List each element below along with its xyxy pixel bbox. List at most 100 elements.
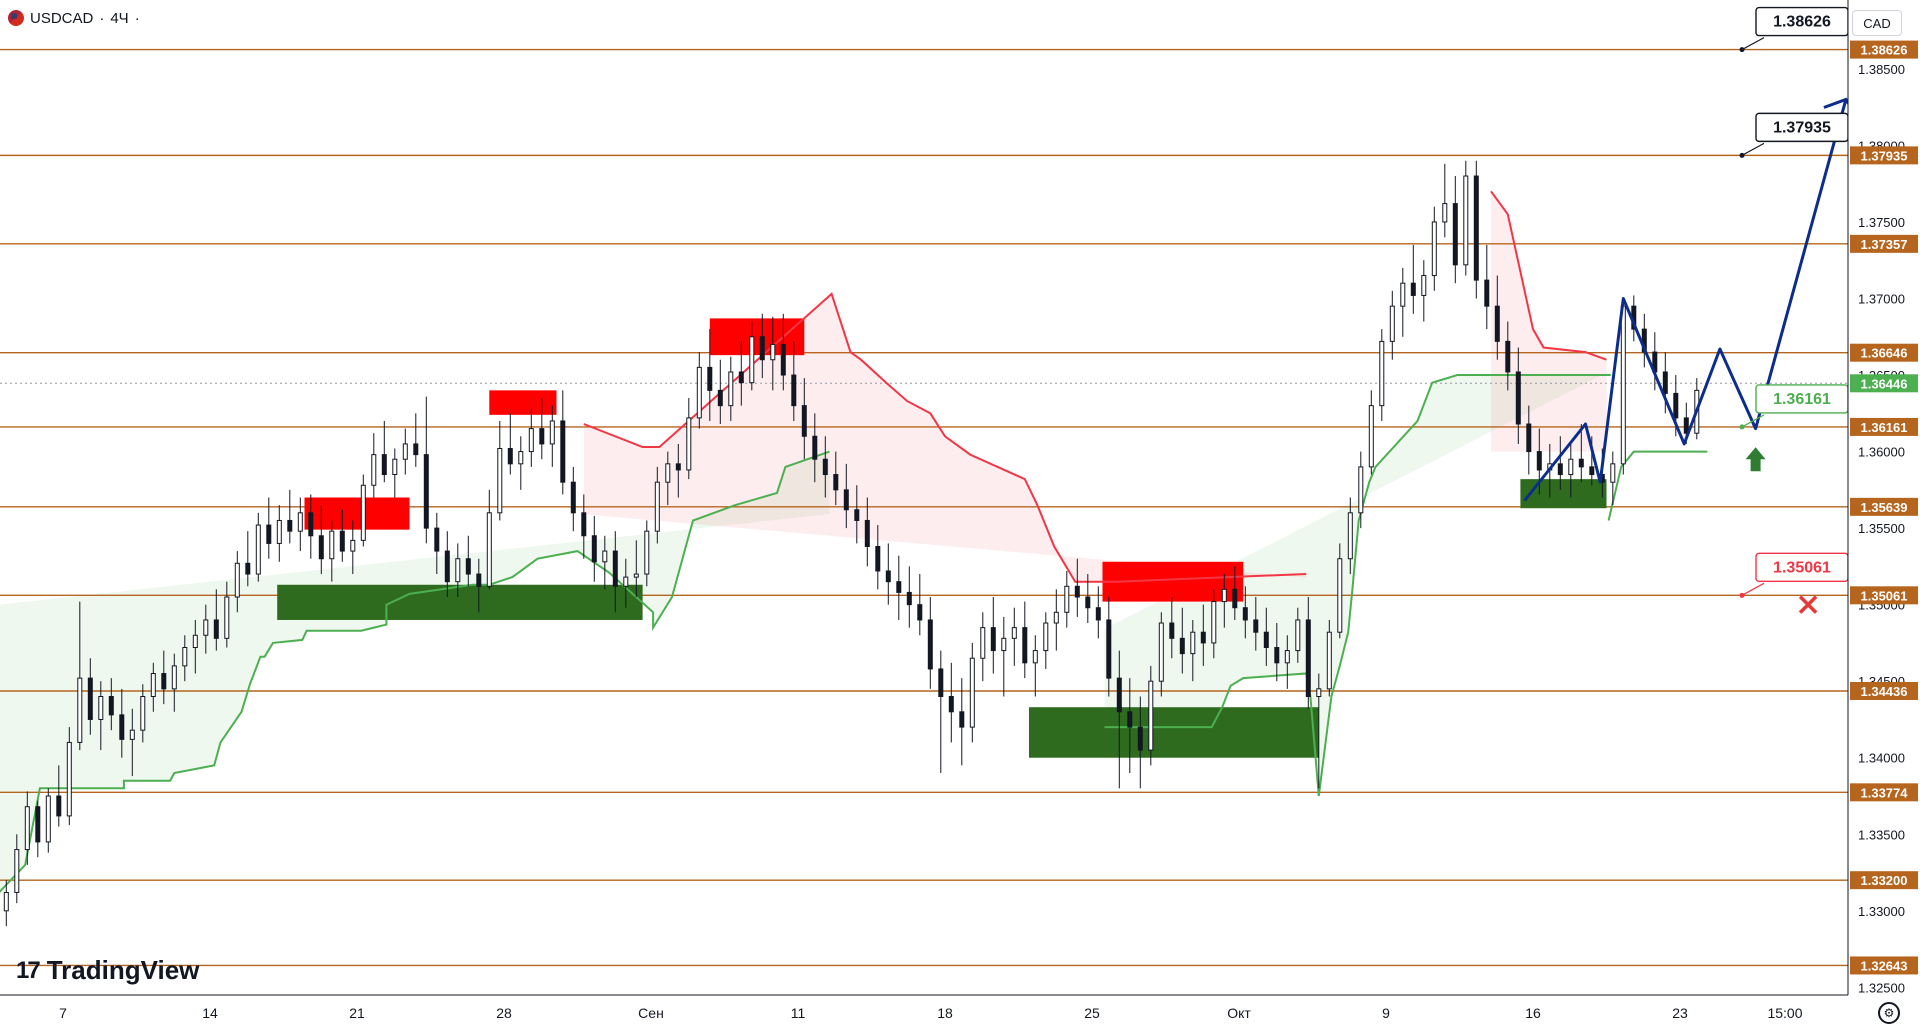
interval-label[interactable]: 4Ч: [110, 9, 129, 27]
candle-body-18: [192, 634, 198, 649]
candle-body-120: [1263, 631, 1269, 649]
candle-body-86: [906, 591, 912, 606]
candle-body-13: [140, 696, 146, 731]
target-dot-0: [1739, 47, 1745, 53]
candle-body-130: [1368, 405, 1374, 468]
candle-body-38: [402, 443, 408, 460]
candle-body-134: [1410, 282, 1416, 296]
candle-body-61: [644, 530, 650, 575]
candle-body-96: [1011, 627, 1017, 639]
candle-body-28: [297, 512, 303, 532]
x-tick-3: 28: [496, 1005, 512, 1021]
gear-icon[interactable]: ⚙: [1878, 1002, 1900, 1024]
x-tick-4: Сен: [638, 1005, 664, 1021]
candle-body-52: [549, 420, 555, 445]
tradingview-logo[interactable]: 17 TradingView: [16, 955, 199, 986]
candle-body-154: [1620, 305, 1626, 465]
candle-body-15: [161, 673, 167, 690]
candle-body-71: [749, 336, 755, 384]
candle-body-138: [1452, 203, 1458, 266]
candle-body-140: [1473, 175, 1479, 281]
candle-body-47: [497, 448, 503, 514]
candle-body-51: [539, 428, 545, 445]
y-tick-3: 1.37000: [1858, 292, 1905, 307]
candle-body-133: [1400, 282, 1406, 307]
candle-body-109: [1148, 680, 1154, 751]
candle-body-117: [1232, 588, 1238, 609]
level-badge-0: 1.38626: [1861, 43, 1908, 58]
level-badge-9: 1.33200: [1861, 873, 1908, 888]
time-axis-bg: [0, 995, 1920, 1033]
us-flag-icon: [8, 10, 24, 26]
candle-body-83: [875, 545, 881, 572]
candle-body-160: [1683, 417, 1689, 434]
level-badge-bg-10: [1850, 956, 1918, 975]
candle-body-17: [182, 647, 188, 667]
candle-body-80: [843, 489, 849, 511]
candle-body-158: [1662, 371, 1668, 394]
candle-body-143: [1505, 340, 1511, 373]
candle-body-81: [854, 509, 860, 521]
logo-text: TradingView: [46, 955, 200, 985]
candle-body-95: [1001, 637, 1007, 652]
candle-body-87: [917, 604, 923, 621]
bull-zone-5: [1029, 707, 1319, 758]
x-tick-2: 21: [349, 1005, 365, 1021]
candle-body-91: [959, 711, 965, 728]
candle-body-64: [675, 463, 681, 471]
candle-body-5: [56, 795, 62, 817]
y-tick-11: 1.33000: [1858, 904, 1905, 919]
candle-body-4: [45, 795, 51, 843]
bull-zone-6: [1520, 479, 1607, 509]
candle-body-136: [1431, 221, 1437, 277]
candle-body-46: [486, 512, 492, 587]
candle-body-25: [266, 524, 272, 544]
candle-body-56: [591, 535, 597, 563]
candle-body-139: [1463, 175, 1469, 266]
y-tick-5: 1.36000: [1858, 445, 1905, 460]
stop-cross-icon: [1798, 595, 1818, 614]
candle-body-48: [507, 448, 513, 465]
candle-body-94: [990, 627, 996, 652]
candle-body-111: [1169, 622, 1175, 639]
x-tick-12: 15:00: [1767, 1005, 1802, 1021]
target-dot-3: [1739, 592, 1745, 598]
candle-body-125: [1316, 688, 1322, 697]
candle-body-16: [171, 665, 177, 690]
candle-body-54: [570, 481, 576, 514]
candle-body-79: [833, 474, 839, 491]
level-badge-bg-0: [1850, 40, 1918, 59]
candle-body-33: [350, 539, 356, 552]
candle-body-21: [224, 596, 230, 639]
candle-body-70: [738, 371, 744, 384]
currency-button[interactable]: CAD: [1852, 10, 1902, 36]
candle-body-89: [938, 668, 944, 698]
candle-body-76: [801, 405, 807, 437]
candle-body-123: [1295, 619, 1301, 652]
candle-body-99: [1043, 622, 1049, 652]
candle-body-23: [245, 562, 251, 575]
candle-body-119: [1253, 619, 1259, 633]
candle-body-12: [129, 729, 135, 740]
separator: ·: [99, 9, 105, 27]
support-line-1: [0, 450, 830, 893]
candle-body-39: [413, 443, 419, 456]
candle-body-85: [896, 581, 902, 593]
target-leader-0: [1741, 37, 1765, 51]
candle-body-149: [1568, 458, 1574, 476]
candle-body-77: [812, 435, 818, 460]
candle-body-131: [1379, 340, 1385, 407]
resistance-fill-2: [1491, 191, 1607, 452]
candle-body-29: [308, 512, 314, 537]
candle-body-113: [1190, 631, 1196, 655]
candle-body-132: [1389, 305, 1395, 342]
candle-body-84: [885, 570, 891, 583]
candle-body-153: [1610, 463, 1616, 483]
symbol-header[interactable]: USDCAD · 4Ч ·: [8, 6, 140, 30]
tradingview-logo-icon: 17: [16, 956, 41, 984]
level-badge-bg-7: [1850, 681, 1918, 700]
candle-body-106: [1116, 677, 1122, 713]
candle-body-66: [696, 366, 702, 419]
target-leader-2: [1741, 414, 1765, 428]
